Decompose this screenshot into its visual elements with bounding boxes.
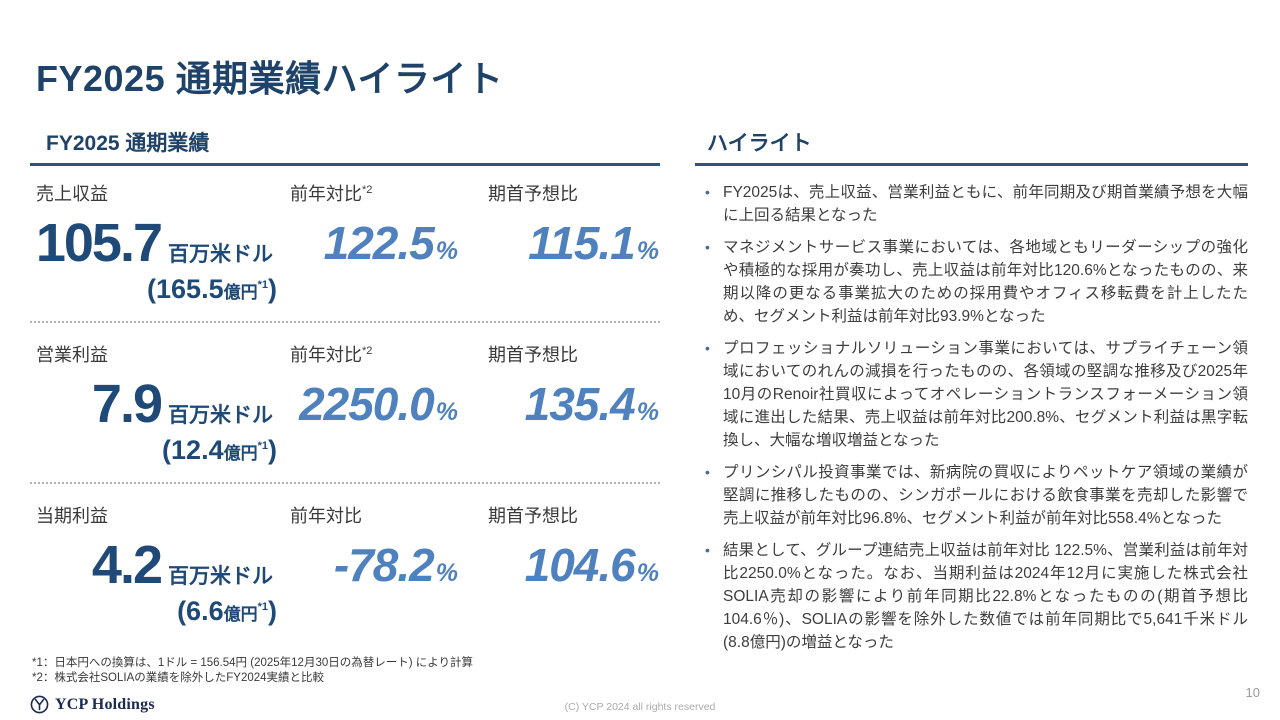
- yoy-label: 前年対比*2: [285, 180, 485, 206]
- yoy-number: -78.2: [333, 539, 435, 592]
- footnote-1: *1：日本円への換算は、1ドル = 156.54円 (2025年12月30日の為…: [32, 657, 474, 669]
- percent-sign: %: [435, 398, 458, 427]
- company-logo-text: YCP Holdings: [55, 695, 155, 713]
- forecast-label: 期首予想比: [488, 506, 578, 527]
- forecast-value: 135.4%: [485, 377, 660, 431]
- metric-value-jpy: (12.4億円*1): [30, 434, 285, 468]
- yoy-label: 前年対比*2: [285, 341, 485, 367]
- highlight-text: プリンシパル投資事業では、新病院の買収によりペットケア領域の業績が堅調に推移した…: [723, 464, 1248, 527]
- value-number: 4.2: [91, 535, 163, 596]
- highlights-panel-rule: [695, 163, 1248, 166]
- highlight-text: マネジメントサービス事業においては、各地域ともリーダーシップの強化や積極的な採用…: [723, 239, 1248, 325]
- bullet-icon: •: [705, 340, 710, 356]
- highlights-panel: ハイライト • FY2025は、売上収益、営業利益ともに、前年同期及び期首業績予…: [695, 127, 1248, 663]
- jpy-unit: 億円: [223, 283, 258, 303]
- yoy-label-text: 前年対比: [290, 184, 362, 204]
- bullet-icon: •: [705, 542, 710, 558]
- highlight-text: プロフェッショナルソリューション事業においては、サプライチェーン領域においてのれ…: [723, 340, 1248, 449]
- forecast-value: 104.6%: [485, 538, 660, 592]
- highlight-item: • プリンシパル投資事業では、新病院の買収によりペットケア領域の業績が堅調に推移…: [703, 461, 1248, 530]
- metric-row-operating-profit: 営業利益 前年対比*2 期首予想比 7.9 百万米ドル 2250.0% 135.4…: [30, 341, 660, 468]
- results-panel-header: FY2025 通期業績: [46, 132, 210, 155]
- yoy-value: 2250.0%: [285, 377, 485, 431]
- highlight-item: • FY2025は、売上収益、営業利益ともに、前年同期及び期首業績予想を大幅に上…: [703, 181, 1248, 227]
- footnote-ref: *1: [257, 440, 268, 453]
- highlight-text: 結果として、グループ連結売上収益は前年対比 122.5%、営業利益は前年対比22…: [723, 542, 1248, 651]
- jpy-number: (6.6: [177, 596, 224, 627]
- page-title: FY2025 通期業績ハイライト: [36, 58, 504, 99]
- bullet-icon: •: [705, 184, 710, 200]
- ycp-logo-icon: [30, 695, 49, 714]
- yoy-label-text: 前年対比: [290, 506, 362, 527]
- metric-value-usd: 105.7 百万米ドル: [30, 214, 285, 272]
- highlights-panel-header: ハイライト: [707, 132, 812, 155]
- forecast-number: 104.6: [524, 539, 636, 592]
- metric-row-net-income: 当期利益 前年対比 期首予想比 4.2 百万米ドル -78.2% 104.6% (…: [30, 502, 660, 629]
- dotted-separator: [30, 482, 660, 485]
- footnote-ref: *2: [362, 184, 373, 196]
- metric-row-revenue: 売上収益 前年対比*2 期首予想比 105.7 百万米ドル 122.5% 115.…: [30, 180, 660, 307]
- value-number: 105.7: [35, 213, 163, 273]
- copyright-notice: (C) YCP 2024 all rights reserved: [564, 701, 716, 713]
- percent-sign: %: [636, 237, 659, 266]
- footnote-ref: *2: [362, 345, 373, 358]
- footnote-ref: *1: [257, 279, 268, 292]
- bullet-icon: •: [705, 464, 710, 480]
- yoy-number: 122.5: [323, 217, 435, 270]
- metric-value-usd: 7.9 百万米ドル: [30, 375, 285, 433]
- metric-label: 当期利益: [36, 506, 108, 527]
- footnote-2: *2：株式会社SOLIAの業績を除外したFY2024実績と比較: [32, 672, 325, 684]
- highlight-item: • プロフェッショナルソリューション事業においては、サプライチェーン領域において…: [703, 337, 1248, 452]
- forecast-label: 期首予想比: [488, 345, 578, 366]
- dotted-separator: [30, 321, 660, 324]
- jpy-paren: ): [268, 435, 277, 466]
- metric-label: 営業利益: [36, 345, 108, 366]
- jpy-paren: ): [268, 274, 277, 305]
- forecast-number: 115.1: [528, 217, 636, 270]
- jpy-number: (12.4: [162, 435, 224, 466]
- percent-sign: %: [435, 559, 458, 588]
- percent-sign: %: [636, 559, 659, 588]
- metric-value-usd: 4.2 百万米ドル: [30, 536, 285, 594]
- bullet-icon: •: [705, 239, 710, 255]
- metric-rows: 売上収益 前年対比*2 期首予想比 105.7 百万米ドル 122.5% 115.…: [30, 180, 660, 629]
- value-number: 7.9: [91, 374, 163, 435]
- company-logo: YCP Holdings: [30, 695, 155, 714]
- forecast-label: 期首予想比: [488, 184, 578, 204]
- jpy-paren: ): [268, 596, 277, 627]
- yoy-label-text: 前年対比: [290, 345, 362, 366]
- results-panel-rule: [30, 163, 660, 166]
- highlight-item: • 結果として、グループ連結売上収益は前年対比 122.5%、営業利益は前年対比…: [703, 539, 1248, 654]
- percent-sign: %: [636, 398, 659, 427]
- yoy-number: 2250.0: [299, 378, 435, 431]
- value-unit: 百万米ドル: [168, 565, 273, 589]
- jpy-unit: 億円: [223, 444, 258, 464]
- highlights-list: • FY2025は、売上収益、営業利益ともに、前年同期及び期首業績予想を大幅に上…: [695, 181, 1248, 654]
- value-unit: 百万米ドル: [168, 243, 273, 266]
- yoy-value: -78.2%: [285, 538, 485, 592]
- page-number: 10: [1245, 685, 1260, 700]
- metric-label: 売上収益: [36, 184, 108, 204]
- metric-value-jpy: (6.6億円*1): [30, 595, 285, 629]
- results-panel: FY2025 通期業績 売上収益 前年対比*2 期首予想比 105.7 百万米ドル…: [30, 127, 660, 629]
- yoy-value: 122.5%: [285, 216, 485, 270]
- value-unit: 百万米ドル: [168, 404, 273, 428]
- metric-value-jpy: (165.5億円*1): [30, 273, 285, 307]
- jpy-number: (165.5: [147, 274, 224, 305]
- footnotes: *1：日本円への換算は、1ドル = 156.54円 (2025年12月30日の為…: [32, 656, 473, 686]
- forecast-value: 115.1%: [485, 216, 660, 270]
- jpy-unit: 億円: [223, 605, 258, 625]
- percent-sign: %: [435, 237, 458, 266]
- highlight-text: FY2025は、売上収益、営業利益ともに、前年同期及び期首業績予想を大幅に上回る…: [723, 184, 1248, 224]
- forecast-number: 135.4: [524, 378, 636, 431]
- yoy-label: 前年対比: [285, 502, 485, 528]
- footnote-ref: *1: [257, 601, 268, 614]
- highlight-item: • マネジメントサービス事業においては、各地域ともリーダーシップの強化や積極的な…: [703, 236, 1248, 328]
